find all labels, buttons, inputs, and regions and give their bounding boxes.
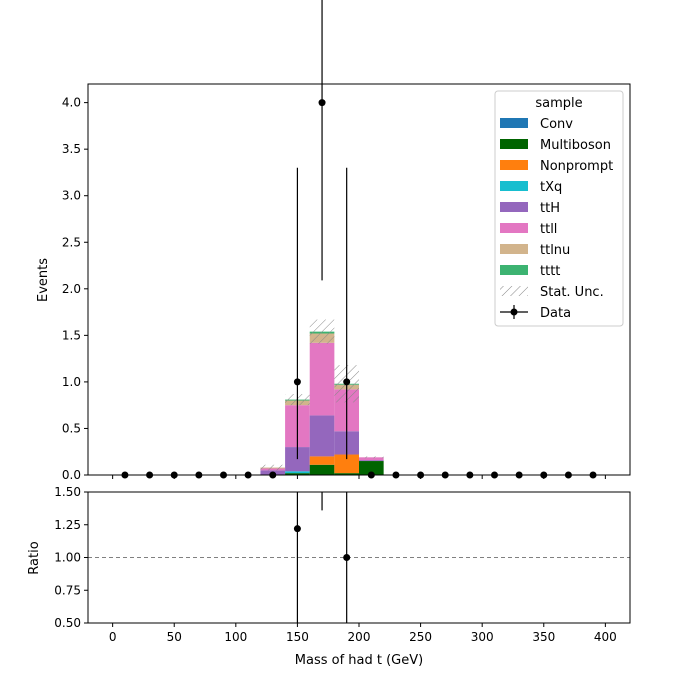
stacked-bars [260, 331, 384, 475]
legend-entry-ttll-swatch [500, 223, 528, 233]
x-tick-label: 100 [224, 630, 247, 644]
legend-title: sample [535, 96, 582, 111]
stat-unc-band [309, 319, 335, 344]
ratio-plot-frame [87, 491, 631, 624]
legend-entry-multiboson-label: Multiboson [540, 138, 611, 153]
bar-segment-multiboson [334, 473, 359, 475]
bar-segment-multiboson [309, 464, 335, 475]
bar-segment-ttll [359, 457, 384, 461]
y-tick-label: 3.5 [62, 142, 81, 156]
y-tick-label: 1.5 [62, 328, 81, 342]
legend-entry-tth-swatch [500, 202, 528, 212]
ratio-y-axis-label: Ratio [27, 541, 42, 574]
ratio-y-tick-label: 1.25 [54, 518, 81, 532]
legend-entry-tttt-swatch [500, 265, 528, 275]
bar-segment-nonprompt [309, 456, 335, 465]
x-axis-label: Mass of had t (GeV) [295, 653, 423, 668]
legend-entry-multiboson-swatch [500, 139, 528, 149]
x-tick-label: 250 [409, 630, 432, 644]
legend-entry-conv-label: Conv [540, 117, 573, 132]
legend-entry-conv-swatch [500, 118, 528, 128]
legend: sample Conv Multiboson Nonprompt tXq ttH ttll… [494, 90, 624, 327]
legend-entry-ttll-label: ttll [540, 222, 557, 237]
y-tick-label: 4.0 [62, 96, 81, 110]
data-point [318, 99, 326, 107]
x-tick-label: 300 [471, 630, 494, 644]
data-point [293, 378, 301, 386]
ratio-point [343, 554, 351, 561]
legend-entry-ttlnu-label: ttlnu [540, 243, 570, 258]
ratio-x-ticks: 0 50 100 150 200 250 300 350 400 [109, 623, 617, 644]
main-x-ticks [112, 475, 606, 479]
legend-items: Conv Multiboson Nonprompt tXq ttH ttll ttlnu tt… [500, 117, 613, 321]
x-tick-label: 50 [167, 630, 182, 644]
bar-segment-nonprompt [334, 454, 359, 474]
legend-entry-data-marker [510, 308, 518, 316]
x-tick-label: 200 [348, 630, 371, 644]
legend-entry-ttlnu-swatch [500, 244, 528, 254]
ratio-y-ticks: 0.50 0.75 1.00 1.25 1.50 [54, 485, 88, 630]
legend-entry-nonprompt-label: Nonprompt [540, 159, 613, 174]
legend-entry-nonprompt-swatch [500, 160, 528, 170]
stat-unc-band [260, 464, 286, 471]
ratio-y-tick-label: 0.50 [54, 616, 81, 630]
ratio-point [293, 525, 301, 533]
legend-entry-tth-label: ttH [540, 201, 560, 216]
ratio-y-tick-label: 0.75 [54, 583, 81, 597]
ratio-plot-panel: 0.50 0.75 1.00 1.25 1.50 0 50 100 150 200 250 300 3… [27, 485, 631, 668]
stat-unc-band [359, 456, 384, 459]
y-tick-label: 0.0 [62, 468, 81, 482]
y-tick-label: 2.0 [62, 282, 81, 296]
y-tick-label: 0.5 [62, 421, 81, 435]
y-tick-label: 2.5 [62, 235, 81, 249]
ratio-y-tick-label: 1.00 [54, 551, 81, 565]
ratio-y-tick-label: 1.50 [54, 485, 81, 499]
x-tick-label: 350 [532, 630, 555, 644]
legend-entry-stat-unc--swatch [500, 286, 528, 296]
main-y-axis-label: Events [36, 258, 51, 302]
legend-entry-data-label: Data [540, 306, 571, 321]
bar-segment-tth [309, 415, 335, 457]
bar-segment-ttll [309, 342, 335, 416]
y-tick-label: 1.0 [62, 375, 81, 389]
main-plot-panel: 0.0 0.5 1.0 1.5 2.0 2.5 3.0 3.5 4.0 Events [36, 0, 631, 482]
legend-entry-stat-unc--label: Stat. Unc. [540, 285, 604, 300]
legend-entry-txq-swatch [500, 181, 528, 191]
legend-entry-tttt-label: tttt [540, 264, 560, 279]
bar-segment-multiboson [285, 473, 310, 475]
x-tick-label: 400 [594, 630, 617, 644]
data-point [343, 378, 351, 386]
bar-segment-multiboson [359, 461, 384, 475]
bar-segment-tth [359, 460, 384, 462]
x-tick-label: 0 [109, 630, 117, 644]
legend-entry-txq-label: tXq [540, 180, 562, 195]
ratio-points [293, 492, 351, 623]
x-tick-label: 150 [286, 630, 309, 644]
y-tick-label: 3.0 [62, 189, 81, 203]
bar-segment-txq [285, 471, 310, 474]
main-y-ticks: 0.0 0.5 1.0 1.5 2.0 2.5 3.0 3.5 4.0 [62, 96, 88, 482]
